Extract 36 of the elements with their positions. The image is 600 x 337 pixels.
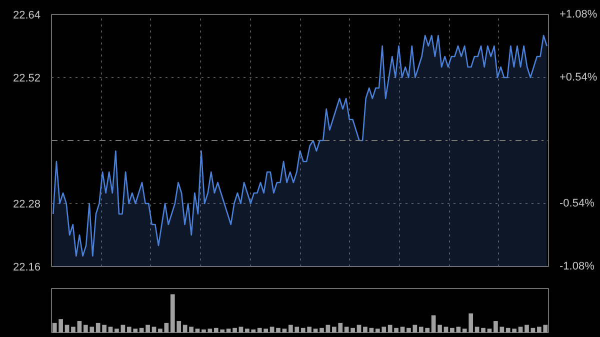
y-tick-label: 22.16 — [12, 262, 41, 274]
bar — [77, 321, 82, 332]
bar — [369, 328, 374, 332]
y2-tick-label: +1.08% — [560, 8, 598, 20]
bar — [320, 328, 324, 332]
bar — [276, 328, 280, 332]
bar — [64, 324, 70, 332]
y2-tick-label: +0.54% — [560, 72, 598, 84]
bar — [406, 328, 411, 332]
bar — [164, 322, 169, 332]
bar — [189, 326, 194, 332]
bar — [356, 324, 362, 332]
y-tick-label: 22.64 — [12, 10, 41, 22]
bar — [487, 328, 492, 332]
bar — [313, 328, 318, 332]
bar — [431, 315, 436, 332]
bar — [232, 328, 237, 332]
bar — [71, 326, 76, 332]
bar — [158, 328, 162, 332]
bar — [120, 324, 126, 332]
bar — [226, 328, 231, 332]
bar — [481, 328, 486, 332]
bar — [282, 328, 287, 332]
bar — [195, 328, 200, 332]
y2-tick-label: -0.54% — [560, 198, 595, 210]
bar — [182, 324, 188, 332]
bar — [438, 324, 442, 332]
y-tick-label: 22.28 — [12, 198, 41, 210]
y2-tick-label: -1.08% — [560, 260, 595, 272]
bar — [114, 328, 119, 332]
bar — [524, 324, 529, 332]
bar — [412, 324, 418, 332]
bar — [530, 328, 536, 332]
bar — [363, 326, 368, 332]
bar — [326, 324, 330, 332]
y-tick-label: 22.52 — [12, 72, 41, 84]
